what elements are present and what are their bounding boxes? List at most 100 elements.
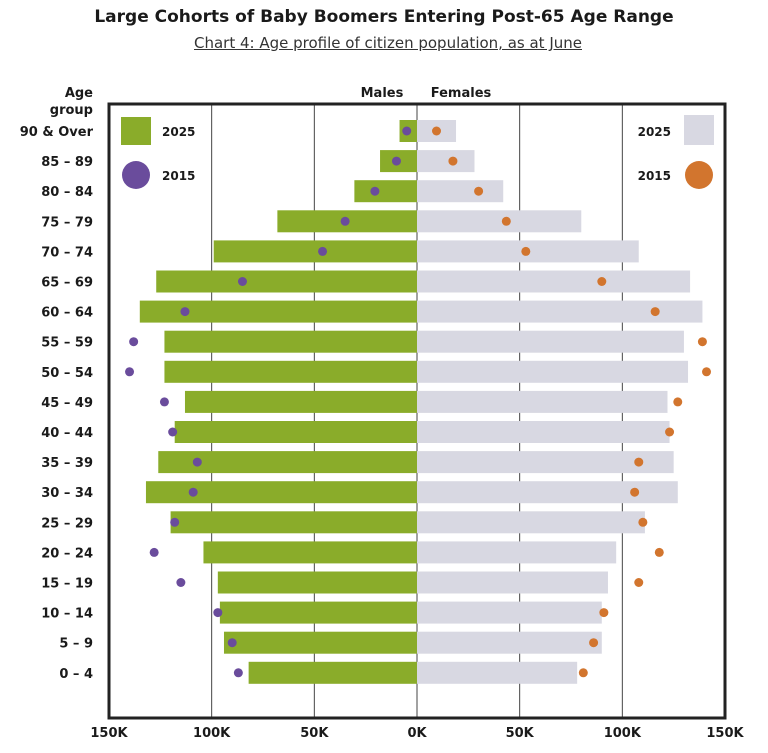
dot-female-2015 xyxy=(578,668,588,678)
dot-female-2015 xyxy=(597,277,607,286)
y-tick-label: 70 – 74 xyxy=(41,245,93,260)
dot-male-2015 xyxy=(370,186,380,196)
dot-male-2015 xyxy=(213,608,223,618)
y-tick-label: 15 – 19 xyxy=(41,577,93,592)
dot-male-2015 xyxy=(170,517,180,527)
dot-female-2015 xyxy=(501,216,511,226)
y-tick-label: 5 – 9 xyxy=(59,637,93,652)
dot-female-2015 xyxy=(665,427,675,437)
x-tick-label: 100K xyxy=(604,726,642,741)
dot-female-2015 xyxy=(521,246,531,256)
bars xyxy=(139,120,703,684)
plot-frame xyxy=(107,102,727,720)
dot-male-2015 xyxy=(149,547,159,557)
dot-female-2015 xyxy=(634,457,644,467)
dot-female-2015 xyxy=(474,186,484,196)
y-tick-label: 20 – 24 xyxy=(41,546,93,561)
bar-female-2025 xyxy=(417,180,504,203)
bar-male-2025 xyxy=(354,180,417,203)
dot-female-2015 xyxy=(634,578,644,587)
y-tick-label: 50 – 54 xyxy=(41,366,93,381)
bar-female-2025 xyxy=(417,661,578,684)
bar-male-2025 xyxy=(213,240,417,263)
y-tick-label: 40 – 44 xyxy=(41,426,93,441)
bar-female-2025 xyxy=(417,421,670,443)
bar-male-2025 xyxy=(164,360,417,383)
y-tick-label: 10 – 14 xyxy=(41,607,93,622)
x-tick-label: 150K xyxy=(90,726,128,741)
legend-male-2015-swatch xyxy=(122,161,150,189)
bar-male-2025 xyxy=(217,571,417,594)
dot-male-2015 xyxy=(237,277,247,286)
bar-male-2025 xyxy=(139,300,418,323)
dot-female-2015 xyxy=(697,337,707,347)
bar-female-2025 xyxy=(417,541,617,564)
dot-male-2015 xyxy=(176,578,186,587)
y-tick-label: 45 – 49 xyxy=(41,396,93,411)
bar-female-2025 xyxy=(417,601,602,624)
legend-right: 2025 2015 xyxy=(638,115,714,189)
dot-male-2015 xyxy=(188,487,198,497)
labels: 150K 100K 50K 0K 50K 100K 150K 90 & Over 85 – 89… xyxy=(20,125,745,741)
bar-male-2025 xyxy=(158,451,417,474)
y-tick-label: 0 – 4 xyxy=(59,667,93,682)
bar-male-2025 xyxy=(184,390,417,413)
bar-male-2025 xyxy=(170,511,417,534)
dot-male-2015 xyxy=(129,337,139,347)
dot-male-2015 xyxy=(192,457,202,467)
dot-male-2015 xyxy=(391,156,401,166)
dot-female-2015 xyxy=(702,367,712,377)
bar-male-2025 xyxy=(248,661,417,684)
legend-male-2025-swatch xyxy=(121,117,151,145)
bar-female-2025 xyxy=(417,481,678,504)
dot-female-2015 xyxy=(589,638,599,648)
y-tick-label: 30 – 34 xyxy=(41,486,93,501)
bar-female-2025 xyxy=(417,150,475,173)
chart-title: Large Cohorts of Baby Boomers Entering P… xyxy=(94,7,674,27)
dot-male-2015 xyxy=(125,367,135,377)
y-tick-label: 80 – 84 xyxy=(41,185,93,200)
dot-female-2015 xyxy=(630,487,640,497)
dot-male-2015 xyxy=(180,307,190,317)
legend-left: 2025 2015 xyxy=(121,117,195,189)
y-axis-title-line-1: Age xyxy=(65,86,93,101)
dot-female-2015 xyxy=(654,547,664,557)
bar-female-2025 xyxy=(417,631,602,654)
y-tick-label: 35 – 39 xyxy=(41,456,93,471)
dot-female-2015 xyxy=(432,126,442,136)
y-tick-label: 65 – 69 xyxy=(41,276,93,291)
bar-female-2025 xyxy=(417,571,608,594)
legend-female-2015-label: 2015 xyxy=(638,169,671,183)
chart-subtitle: Chart 4: Age profile of citizen populati… xyxy=(194,34,582,52)
x-tick-label: 100K xyxy=(193,726,231,741)
bar-male-2025 xyxy=(203,541,417,564)
dot-female-2015 xyxy=(650,307,660,317)
y-tick-label: 85 – 89 xyxy=(41,155,93,170)
legend-female-2025-label: 2025 xyxy=(638,125,671,139)
legend-male-2015-label: 2015 xyxy=(162,169,195,183)
dot-male-2015 xyxy=(233,668,243,678)
x-tick-label: 150K xyxy=(706,726,744,741)
legend-male-2025-label: 2025 xyxy=(162,125,195,139)
bar-female-2025 xyxy=(417,451,674,474)
bar-male-2025 xyxy=(145,481,417,504)
y-tick-label: 25 – 29 xyxy=(41,516,93,531)
dot-male-2015 xyxy=(340,216,350,226)
dot-male-2015 xyxy=(159,397,169,407)
bar-female-2025 xyxy=(417,360,689,383)
bar-female-2025 xyxy=(417,300,703,323)
bar-male-2025 xyxy=(156,270,417,293)
dots xyxy=(125,126,712,678)
bar-male-2025 xyxy=(164,330,417,353)
x-tick-label: 0K xyxy=(407,726,427,741)
dot-male-2015 xyxy=(318,246,328,256)
dot-male-2015 xyxy=(227,638,237,648)
y-tick-label: 55 – 59 xyxy=(41,336,93,351)
males-label: Males xyxy=(361,86,404,101)
bar-female-2025 xyxy=(417,270,691,293)
females-label: Females xyxy=(431,86,492,101)
x-tick-label: 50K xyxy=(506,726,535,741)
dot-female-2015 xyxy=(448,156,458,166)
x-tick-label: 50K xyxy=(300,726,329,741)
